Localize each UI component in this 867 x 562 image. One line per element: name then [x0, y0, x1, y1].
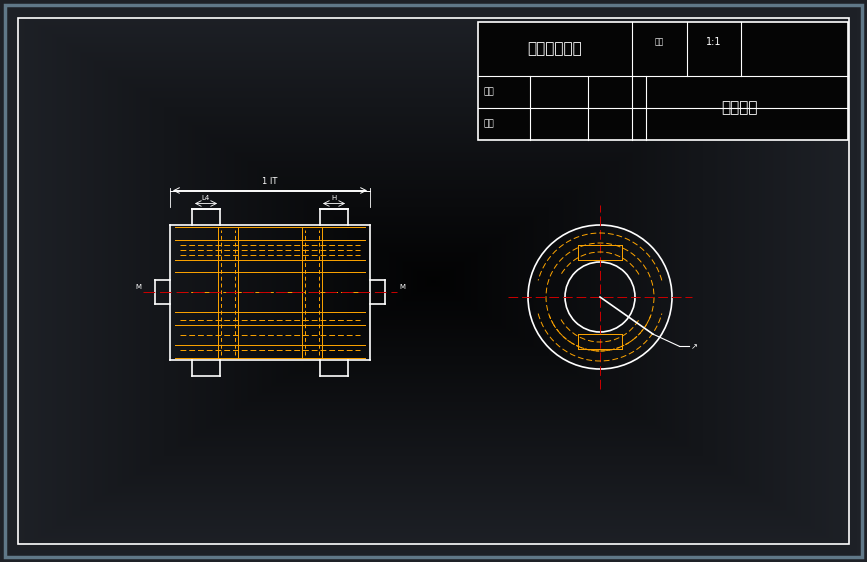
- Text: L4: L4: [202, 194, 210, 201]
- Bar: [478, 22, 848, 140]
- Text: 制图: 制图: [483, 88, 493, 97]
- Text: 校核: 校核: [483, 120, 493, 129]
- Text: 1:1: 1:1: [706, 37, 721, 47]
- Text: ↗: ↗: [691, 342, 698, 351]
- Text: M: M: [135, 284, 141, 290]
- Text: H: H: [331, 194, 336, 201]
- Text: 开合螺母毛坯: 开合螺母毛坯: [527, 42, 582, 57]
- Text: 1 IT: 1 IT: [263, 176, 277, 185]
- Text: 比例: 比例: [655, 38, 664, 47]
- Text: 球墨铸铁: 球墨铸铁: [721, 101, 758, 116]
- Text: M: M: [399, 284, 405, 290]
